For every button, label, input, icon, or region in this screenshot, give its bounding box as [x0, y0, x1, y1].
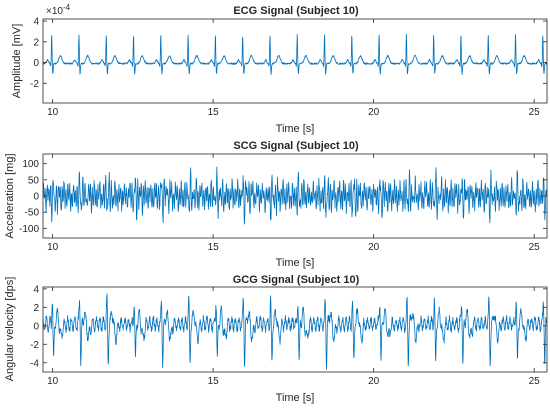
- y-tick-label: 50: [28, 175, 40, 186]
- y-tick-label: 4: [33, 284, 39, 295]
- x-tick-label: 15: [208, 376, 220, 387]
- scg-panel: SCG Signal (Subject 10) 10 15 20 25 -100 -50…: [4, 140, 548, 269]
- ecg-y-exponent: ×10-4: [46, 3, 71, 17]
- y-tick-label: 0: [33, 192, 39, 203]
- ecg-title: ECG Signal (Subject 10): [233, 5, 359, 17]
- scg-title: SCG Signal (Subject 10): [233, 140, 359, 152]
- scg-y-ticks: -100 -50 0 50 100: [19, 159, 547, 235]
- ecg-x-ticks: 10 15 20 25: [47, 19, 540, 118]
- x-tick-label: 25: [529, 376, 541, 387]
- y-tick-label: -4: [30, 358, 39, 369]
- scg-y-axis-label: Acceleration [mg]: [4, 154, 16, 239]
- x-tick-label: 20: [368, 242, 380, 253]
- x-tick-label: 15: [208, 242, 220, 253]
- x-tick-label: 10: [47, 107, 59, 118]
- x-tick-label: 25: [529, 107, 541, 118]
- x-tick-label: 10: [47, 242, 59, 253]
- ecg-y-ticks: -2 0 2 4: [30, 17, 547, 90]
- x-tick-label: 20: [368, 107, 380, 118]
- gcg-title: GCG Signal (Subject 10): [233, 274, 360, 286]
- y-tick-label: -2: [30, 79, 39, 90]
- ecg-y-exponent-power: -4: [63, 3, 71, 12]
- y-tick-label: 2: [33, 37, 39, 48]
- gcg-y-ticks: -4 -2 0 2 4: [30, 284, 547, 369]
- scg-x-ticks: 10 15 20 25: [47, 154, 540, 253]
- gcg-y-axis-label: Angular velocity [dps]: [4, 277, 16, 382]
- x-tick-label: 20: [368, 376, 380, 387]
- y-tick-label: 100: [22, 159, 39, 170]
- ecg-y-exponent-base: ×10: [46, 6, 63, 17]
- ecg-x-axis-label: Time [s]: [276, 123, 315, 135]
- gcg-series-line: [43, 293, 547, 370]
- y-tick-label: 0: [33, 58, 39, 69]
- y-tick-label: 4: [33, 17, 39, 28]
- ecg-axes-frame: [42, 18, 548, 104]
- x-tick-label: 15: [208, 107, 220, 118]
- x-tick-label: 25: [529, 242, 541, 253]
- y-tick-label: 2: [33, 303, 39, 314]
- gcg-axes-frame: [42, 286, 548, 373]
- scg-series-line: [43, 166, 547, 225]
- y-tick-label: -50: [25, 208, 40, 219]
- y-tick-label: -100: [19, 224, 39, 235]
- ecg-panel: ECG Signal (Subject 10) 10 15 20 25 -2 0 2 4 ×…: [11, 3, 548, 135]
- gcg-x-axis-label: Time [s]: [276, 392, 315, 404]
- gcg-x-ticks: 10 15 20 25: [47, 287, 540, 387]
- ecg-trace-clip: [43, 33, 547, 75]
- x-tick-label: 10: [47, 376, 59, 387]
- ecg-series-line: [43, 33, 547, 75]
- y-tick-label: 0: [33, 321, 39, 332]
- gcg-panel: GCG Signal (Subject 10) 10 15 20 25 -4 -2 0 2 4…: [4, 274, 548, 404]
- y-tick-label: -2: [30, 340, 39, 351]
- ecg-y-axis-label: Amplitude [mV]: [11, 24, 23, 99]
- scg-x-axis-label: Time [s]: [276, 257, 315, 269]
